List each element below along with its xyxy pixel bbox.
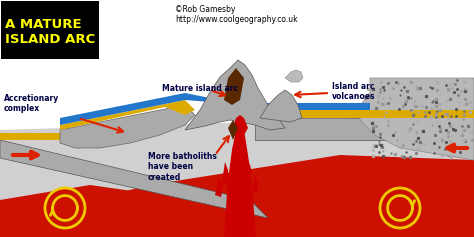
Polygon shape bbox=[0, 140, 268, 218]
Polygon shape bbox=[230, 145, 236, 178]
Polygon shape bbox=[232, 115, 248, 135]
Text: A MATURE
ISLAND ARC: A MATURE ISLAND ARC bbox=[5, 18, 95, 46]
FancyBboxPatch shape bbox=[1, 1, 99, 59]
Text: Island arc
volcanoes: Island arc volcanoes bbox=[332, 82, 375, 101]
Polygon shape bbox=[228, 120, 238, 140]
Polygon shape bbox=[252, 175, 258, 193]
Text: More batholiths
have been
created: More batholiths have been created bbox=[148, 152, 217, 182]
Polygon shape bbox=[60, 105, 195, 148]
Polygon shape bbox=[285, 70, 303, 82]
Polygon shape bbox=[0, 155, 474, 237]
Polygon shape bbox=[260, 90, 302, 122]
Polygon shape bbox=[60, 93, 210, 125]
Circle shape bbox=[45, 188, 85, 228]
Text: Accretionary
complex: Accretionary complex bbox=[4, 94, 59, 113]
Polygon shape bbox=[224, 120, 256, 237]
Polygon shape bbox=[215, 178, 223, 197]
Polygon shape bbox=[360, 103, 370, 110]
Polygon shape bbox=[238, 143, 244, 170]
Polygon shape bbox=[245, 160, 251, 182]
Polygon shape bbox=[60, 100, 195, 130]
Polygon shape bbox=[224, 68, 244, 105]
Text: ©Rob Gamesby
http://www.coolgeography.co.uk: ©Rob Gamesby http://www.coolgeography.co… bbox=[175, 5, 298, 24]
Polygon shape bbox=[255, 118, 474, 140]
Polygon shape bbox=[0, 133, 115, 140]
Polygon shape bbox=[0, 115, 474, 237]
Polygon shape bbox=[185, 60, 285, 130]
Polygon shape bbox=[255, 103, 370, 110]
Polygon shape bbox=[255, 110, 474, 118]
Polygon shape bbox=[222, 162, 228, 184]
Circle shape bbox=[380, 188, 420, 228]
Polygon shape bbox=[0, 185, 160, 220]
Text: Mature island arc: Mature island arc bbox=[162, 84, 238, 93]
Polygon shape bbox=[360, 78, 474, 160]
